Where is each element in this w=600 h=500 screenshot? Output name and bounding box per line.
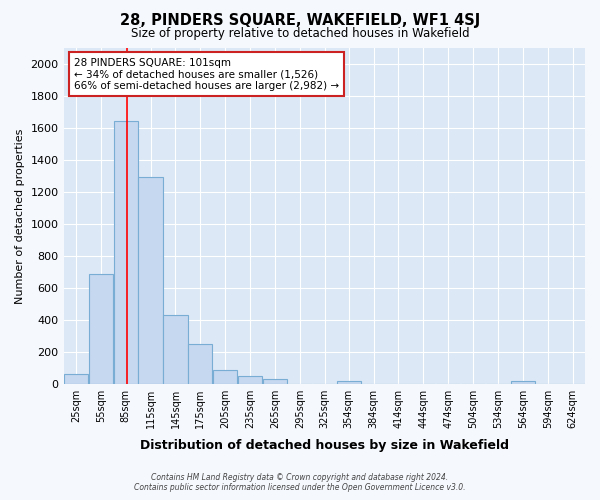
Text: Contains HM Land Registry data © Crown copyright and database right 2024.
Contai: Contains HM Land Registry data © Crown c…	[134, 473, 466, 492]
Bar	[188, 344, 212, 384]
Bar	[163, 315, 188, 384]
Bar	[263, 380, 287, 384]
Text: Size of property relative to detached houses in Wakefield: Size of property relative to detached ho…	[131, 28, 469, 40]
X-axis label: Distribution of detached houses by size in Wakefield: Distribution of detached houses by size …	[140, 440, 509, 452]
Text: 28, PINDERS SQUARE, WAKEFIELD, WF1 4SJ: 28, PINDERS SQUARE, WAKEFIELD, WF1 4SJ	[120, 12, 480, 28]
Bar	[64, 374, 88, 384]
Text: 28 PINDERS SQUARE: 101sqm
← 34% of detached houses are smaller (1,526)
66% of se: 28 PINDERS SQUARE: 101sqm ← 34% of detac…	[74, 58, 339, 91]
Bar	[213, 370, 238, 384]
Bar	[113, 121, 138, 384]
Bar	[511, 381, 535, 384]
Bar	[238, 376, 262, 384]
Y-axis label: Number of detached properties: Number of detached properties	[15, 128, 25, 304]
Bar	[139, 178, 163, 384]
Bar	[89, 274, 113, 384]
Bar	[337, 381, 361, 384]
